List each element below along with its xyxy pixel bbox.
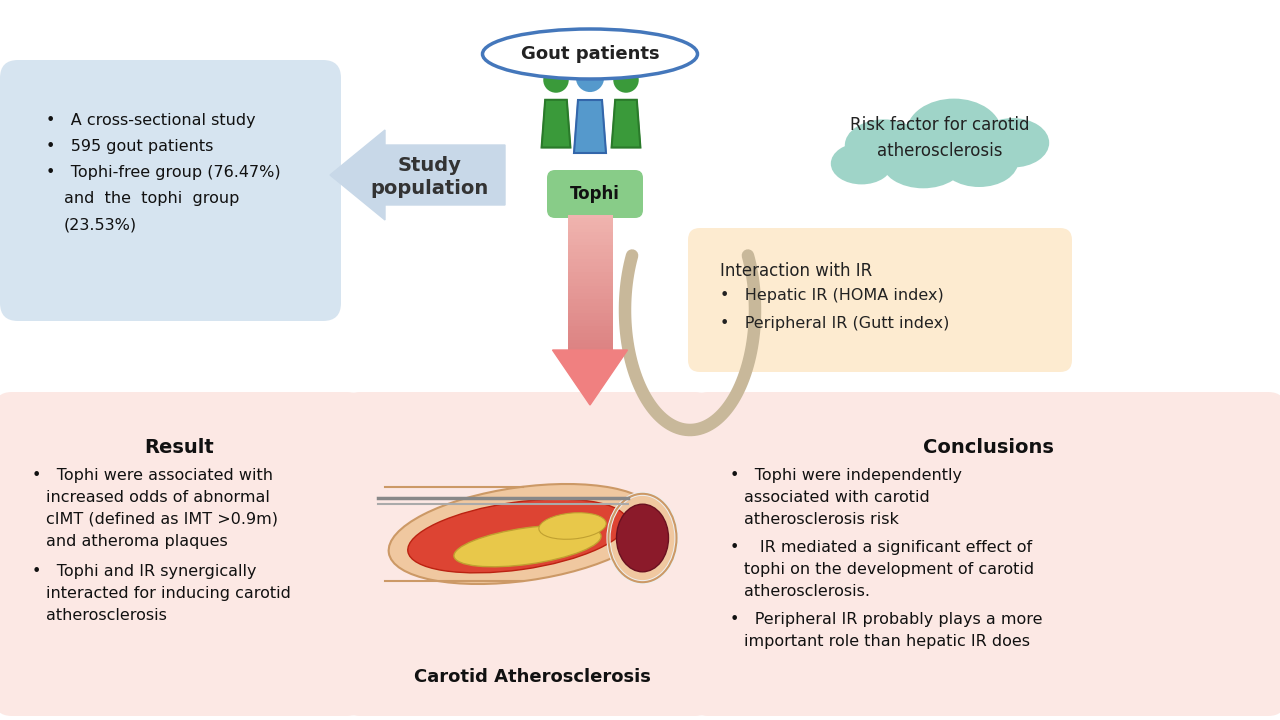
FancyBboxPatch shape <box>342 392 713 716</box>
Bar <box>567 292 613 298</box>
Circle shape <box>614 68 637 91</box>
Polygon shape <box>573 100 605 153</box>
Bar <box>567 316 613 322</box>
Text: Gout patients: Gout patients <box>521 45 659 63</box>
Bar <box>567 296 613 302</box>
Bar <box>567 269 613 274</box>
Bar <box>567 326 613 332</box>
Text: •   Hepatic IR (HOMA index): • Hepatic IR (HOMA index) <box>719 288 943 303</box>
Text: •   Tophi and IR synergically: • Tophi and IR synergically <box>32 564 256 579</box>
Bar <box>567 286 613 292</box>
Text: important role than hepatic IR does: important role than hepatic IR does <box>744 634 1030 649</box>
Text: Interaction with IR: Interaction with IR <box>719 262 872 280</box>
Bar <box>567 310 613 315</box>
Polygon shape <box>612 100 640 148</box>
Text: •   Tophi-free group (76.47%): • Tophi-free group (76.47%) <box>46 165 280 180</box>
Ellipse shape <box>617 504 668 572</box>
Bar <box>567 248 613 254</box>
Bar <box>567 259 613 264</box>
Bar <box>567 300 613 305</box>
Ellipse shape <box>906 99 1002 166</box>
FancyBboxPatch shape <box>0 392 365 716</box>
Bar <box>567 336 613 342</box>
FancyArrow shape <box>330 130 506 220</box>
Bar <box>567 222 613 227</box>
Bar <box>567 262 613 268</box>
Text: Carotid Atherosclerosis: Carotid Atherosclerosis <box>413 668 652 686</box>
Text: increased odds of abnormal: increased odds of abnormal <box>46 490 270 505</box>
Text: atherosclerosis risk: atherosclerosis risk <box>744 512 899 527</box>
Text: associated with carotid: associated with carotid <box>744 490 929 505</box>
Ellipse shape <box>608 494 677 582</box>
Text: Risk factor for carotid
atherosclerosis: Risk factor for carotid atherosclerosis <box>850 117 1029 160</box>
Bar <box>567 232 613 238</box>
Circle shape <box>544 68 568 91</box>
Bar <box>567 252 613 258</box>
Text: atherosclerosis: atherosclerosis <box>46 608 166 623</box>
Ellipse shape <box>881 134 965 189</box>
Polygon shape <box>553 350 627 405</box>
Bar <box>567 246 613 251</box>
Bar <box>567 333 613 338</box>
Ellipse shape <box>831 143 892 184</box>
Text: Conclusions: Conclusions <box>923 438 1053 457</box>
Text: cIMT (defined as IMT >0.9m): cIMT (defined as IMT >0.9m) <box>46 512 278 527</box>
Bar <box>567 282 613 288</box>
Bar <box>567 313 613 318</box>
Text: •   A cross-sectional study: • A cross-sectional study <box>46 113 256 128</box>
Text: •   595 gout patients: • 595 gout patients <box>46 139 214 154</box>
Ellipse shape <box>408 499 627 573</box>
Bar <box>567 256 613 261</box>
Ellipse shape <box>940 135 1019 187</box>
Ellipse shape <box>845 120 923 171</box>
Text: (23.53%): (23.53%) <box>64 217 137 232</box>
FancyBboxPatch shape <box>547 170 643 218</box>
Bar <box>567 215 613 220</box>
Bar <box>567 242 613 248</box>
Text: tophi on the development of carotid: tophi on the development of carotid <box>744 562 1034 577</box>
Text: atherosclerosis.: atherosclerosis. <box>744 584 870 599</box>
Ellipse shape <box>483 29 698 79</box>
Bar <box>567 266 613 271</box>
Text: •   Peripheral IR (Gutt index): • Peripheral IR (Gutt index) <box>719 316 950 331</box>
Bar <box>567 279 613 284</box>
Text: Study
population: Study population <box>371 156 489 198</box>
Bar <box>567 346 613 352</box>
Bar <box>567 235 613 240</box>
Text: •    IR mediated a significant effect of: • IR mediated a significant effect of <box>730 540 1032 555</box>
Bar <box>567 320 613 325</box>
Text: •   Tophi were independently: • Tophi were independently <box>730 468 963 483</box>
Bar <box>567 276 613 281</box>
Text: •   Peripheral IR probably plays a more: • Peripheral IR probably plays a more <box>730 612 1042 627</box>
Ellipse shape <box>454 525 602 567</box>
Text: Result: Result <box>145 438 214 457</box>
Bar <box>567 340 613 346</box>
Text: •   Tophi were associated with: • Tophi were associated with <box>32 468 273 483</box>
FancyBboxPatch shape <box>690 392 1280 716</box>
FancyBboxPatch shape <box>689 228 1073 372</box>
Text: and atheroma plaques: and atheroma plaques <box>46 534 228 549</box>
Ellipse shape <box>389 484 657 584</box>
Bar <box>567 330 613 335</box>
Circle shape <box>577 65 603 91</box>
Polygon shape <box>541 100 571 148</box>
Bar <box>567 302 613 308</box>
Bar <box>567 323 613 328</box>
Bar <box>567 343 613 348</box>
Bar <box>567 306 613 312</box>
Bar <box>567 225 613 230</box>
Bar <box>567 228 613 234</box>
Ellipse shape <box>539 513 607 539</box>
Text: Tophi: Tophi <box>570 185 620 203</box>
FancyBboxPatch shape <box>0 60 340 321</box>
Text: interacted for inducing carotid: interacted for inducing carotid <box>46 586 291 601</box>
Bar <box>567 238 613 244</box>
Bar <box>567 289 613 294</box>
Bar <box>567 272 613 278</box>
Text: and  the  tophi  group: and the tophi group <box>64 191 239 206</box>
Ellipse shape <box>977 118 1050 168</box>
Bar <box>567 218 613 224</box>
